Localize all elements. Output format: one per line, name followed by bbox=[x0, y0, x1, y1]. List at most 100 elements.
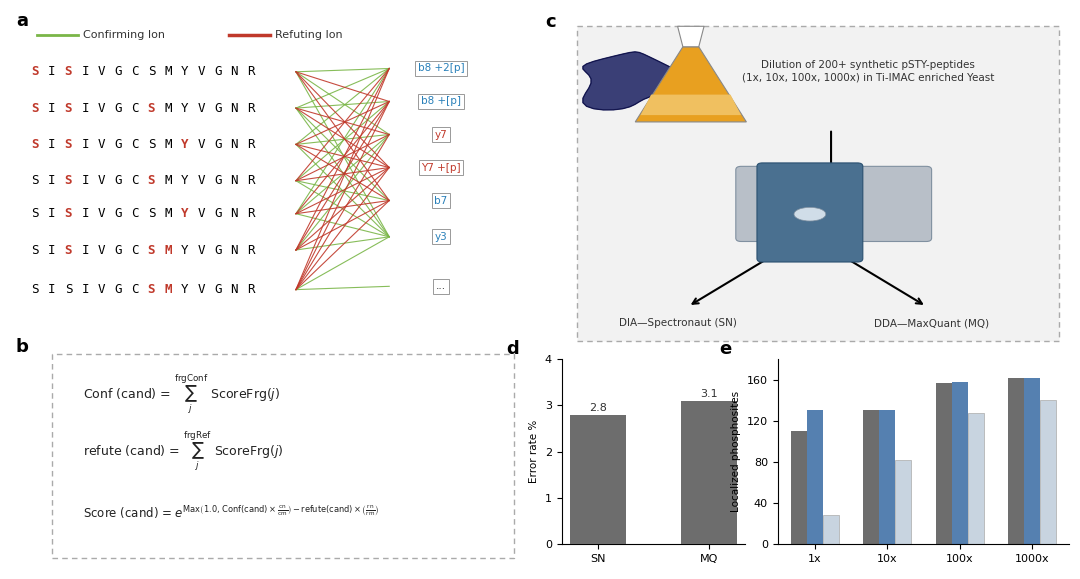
Text: R: R bbox=[247, 283, 255, 296]
Y-axis label: Localized phosphosites: Localized phosphosites bbox=[731, 391, 741, 512]
Text: d: d bbox=[507, 340, 519, 358]
Text: Y: Y bbox=[180, 244, 188, 256]
Text: G: G bbox=[214, 101, 221, 115]
Text: I: I bbox=[81, 138, 89, 151]
Text: S: S bbox=[65, 65, 72, 78]
Text: R: R bbox=[247, 101, 255, 115]
Text: S: S bbox=[31, 101, 39, 115]
Text: Y: Y bbox=[180, 207, 188, 220]
Text: Score (cand) = $e^{\rm Max\left(1.0,\,Conf(cand)\times\frac{cn}{cm}\right)-refut: Score (cand) = $e^{\rm Max\left(1.0,\,Co… bbox=[83, 503, 380, 521]
Text: V: V bbox=[98, 207, 106, 220]
Text: N: N bbox=[231, 65, 238, 78]
Text: V: V bbox=[98, 101, 106, 115]
Text: G: G bbox=[214, 138, 221, 151]
Text: b8 +[p]: b8 +[p] bbox=[421, 97, 461, 107]
Text: C: C bbox=[131, 283, 138, 296]
Text: V: V bbox=[198, 138, 205, 151]
Text: S: S bbox=[31, 283, 39, 296]
Y-axis label: Error rate %: Error rate % bbox=[529, 420, 539, 483]
Text: G: G bbox=[214, 244, 221, 256]
Text: V: V bbox=[198, 244, 205, 256]
Text: V: V bbox=[98, 65, 106, 78]
Text: G: G bbox=[114, 138, 122, 151]
FancyBboxPatch shape bbox=[757, 163, 863, 262]
Text: M: M bbox=[164, 101, 172, 115]
Bar bbox=[968, 412, 984, 544]
Text: refute (cand) = $\sum_j^{\rm frgRef}$ ScoreFrg($j$): refute (cand) = $\sum_j^{\rm frgRef}$ Sc… bbox=[83, 430, 284, 474]
Text: Y7 +[p]: Y7 +[p] bbox=[421, 163, 461, 173]
Ellipse shape bbox=[794, 207, 826, 221]
Text: 3.1: 3.1 bbox=[700, 389, 718, 399]
Text: C: C bbox=[131, 138, 138, 151]
Polygon shape bbox=[583, 52, 687, 110]
Text: I: I bbox=[49, 65, 56, 78]
Text: S: S bbox=[148, 65, 156, 78]
Text: c: c bbox=[545, 13, 556, 31]
Bar bbox=[823, 515, 839, 544]
Text: N: N bbox=[231, 138, 238, 151]
Text: V: V bbox=[198, 65, 205, 78]
Text: N: N bbox=[231, 207, 238, 220]
Text: a: a bbox=[16, 12, 28, 30]
Text: S: S bbox=[65, 101, 72, 115]
Text: ...: ... bbox=[436, 281, 446, 291]
Text: G: G bbox=[114, 101, 122, 115]
Text: G: G bbox=[214, 174, 221, 187]
Text: R: R bbox=[247, 138, 255, 151]
Text: S: S bbox=[31, 138, 39, 151]
FancyBboxPatch shape bbox=[577, 26, 1058, 340]
Text: C: C bbox=[131, 174, 138, 187]
Text: S: S bbox=[31, 65, 39, 78]
Text: C: C bbox=[131, 101, 138, 115]
Text: S: S bbox=[148, 244, 156, 256]
Text: V: V bbox=[198, 174, 205, 187]
Text: S: S bbox=[65, 138, 72, 151]
Text: N: N bbox=[231, 283, 238, 296]
FancyBboxPatch shape bbox=[52, 354, 514, 558]
Text: V: V bbox=[98, 174, 106, 187]
Text: I: I bbox=[81, 283, 89, 296]
Text: I: I bbox=[49, 101, 56, 115]
Text: Y: Y bbox=[180, 174, 188, 187]
Text: b8 +2[p]: b8 +2[p] bbox=[418, 64, 464, 74]
Text: S: S bbox=[148, 207, 156, 220]
Text: S: S bbox=[65, 244, 72, 256]
Bar bbox=[1040, 400, 1056, 544]
Text: G: G bbox=[114, 244, 122, 256]
Text: I: I bbox=[49, 207, 56, 220]
Text: N: N bbox=[231, 101, 238, 115]
Text: V: V bbox=[98, 283, 106, 296]
Bar bbox=[895, 460, 912, 544]
Polygon shape bbox=[635, 47, 746, 122]
Text: DDA—MaxQuant (MQ): DDA—MaxQuant (MQ) bbox=[874, 318, 989, 328]
FancyBboxPatch shape bbox=[735, 166, 932, 241]
Text: G: G bbox=[114, 207, 122, 220]
Bar bbox=[791, 431, 807, 544]
Bar bbox=[951, 382, 968, 544]
Bar bbox=[863, 411, 879, 544]
Bar bbox=[1008, 378, 1024, 544]
Text: S: S bbox=[31, 174, 39, 187]
Text: G: G bbox=[114, 283, 122, 296]
Text: Y: Y bbox=[180, 283, 188, 296]
Text: b7: b7 bbox=[434, 196, 448, 206]
Text: V: V bbox=[98, 138, 106, 151]
Text: S: S bbox=[31, 207, 39, 220]
Bar bbox=[935, 383, 951, 544]
Text: V: V bbox=[198, 101, 205, 115]
Text: I: I bbox=[81, 244, 89, 256]
Text: S: S bbox=[65, 207, 72, 220]
Text: I: I bbox=[81, 174, 89, 187]
Bar bbox=[570, 415, 625, 544]
Text: I: I bbox=[81, 65, 89, 78]
Text: G: G bbox=[114, 174, 122, 187]
Text: M: M bbox=[164, 207, 172, 220]
Text: G: G bbox=[214, 65, 221, 78]
Text: y7: y7 bbox=[434, 130, 447, 140]
Text: I: I bbox=[49, 244, 56, 256]
Text: N: N bbox=[231, 244, 238, 256]
Text: e: e bbox=[719, 340, 731, 358]
Bar bbox=[879, 411, 895, 544]
Text: G: G bbox=[214, 283, 221, 296]
Text: C: C bbox=[131, 207, 138, 220]
